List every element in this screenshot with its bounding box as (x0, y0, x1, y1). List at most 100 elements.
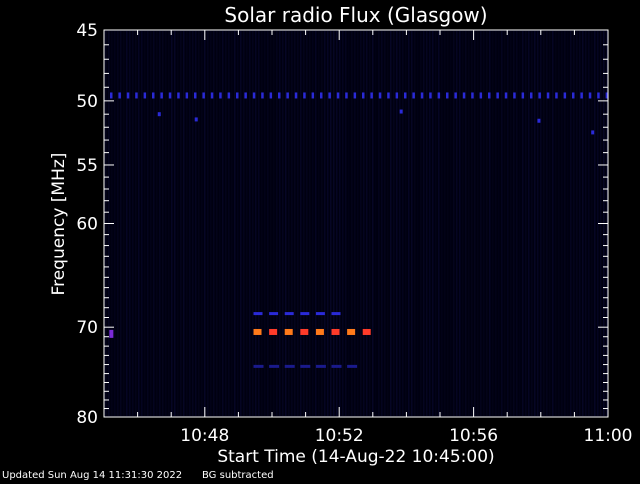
texture-streak (375, 31, 377, 416)
texture-streak (498, 31, 500, 416)
texture-streak (180, 31, 182, 416)
texture-streak (273, 31, 275, 416)
steady-line-dot (580, 92, 583, 99)
texture-streak (264, 31, 266, 416)
steady-line-dot (588, 92, 592, 99)
texture-streak (360, 31, 362, 416)
texture-streak (558, 31, 560, 416)
texture-streak (156, 31, 158, 416)
texture-streak (492, 31, 494, 416)
texture-streak (363, 31, 365, 416)
texture-streak (135, 31, 137, 416)
texture-streak (465, 31, 467, 416)
texture-streak (480, 31, 482, 416)
y-tick-label: 70 (76, 318, 98, 338)
y-tick-label: 50 (76, 92, 98, 112)
texture-streak (303, 31, 305, 416)
steady-line-dot (412, 92, 415, 99)
texture-streak (246, 31, 248, 416)
texture-streak (540, 31, 542, 416)
texture-streak (345, 31, 347, 416)
burst-segment (300, 312, 310, 316)
burst-speck (399, 109, 403, 114)
texture-streak (519, 31, 521, 416)
burst-segment (347, 364, 358, 368)
texture-streak (579, 31, 581, 416)
burst-segment (284, 364, 295, 368)
texture-streak (228, 31, 230, 416)
steady-line-dot (462, 92, 466, 99)
texture-streak (417, 31, 419, 416)
steady-line-dot (152, 92, 155, 99)
steady-line-dot (362, 92, 365, 99)
steady-line-dot (110, 92, 113, 99)
steady-line-dot (521, 92, 525, 99)
texture-streak (279, 31, 281, 416)
texture-streak (543, 31, 545, 416)
steady-line-dot (378, 92, 382, 99)
footer-bg-note: BG subtracted (202, 470, 274, 480)
texture-streak (399, 31, 401, 416)
texture-streak (384, 31, 386, 416)
burst-segment (284, 312, 294, 316)
texture-streak (339, 31, 341, 416)
texture-streak (333, 31, 335, 416)
burst-segment (300, 364, 311, 368)
texture-streak (441, 31, 443, 416)
y-tick-label: 55 (76, 156, 98, 176)
texture-streak (267, 31, 269, 416)
steady-line-dot (227, 92, 231, 99)
texture-streak (132, 31, 134, 416)
texture-streak (573, 31, 575, 416)
texture-streak (165, 31, 167, 416)
steady-line-dot (572, 92, 575, 99)
texture-streak (306, 31, 308, 416)
steady-line-dot (286, 92, 289, 99)
burst-segment (362, 328, 371, 335)
texture-streak (153, 31, 155, 416)
steady-line-dot (177, 92, 180, 99)
texture-streak (183, 31, 185, 416)
burst-segment (284, 328, 293, 335)
texture-streak (288, 31, 290, 416)
texture-streak (336, 31, 338, 416)
y-axis-label: Frequency [MHz] (49, 153, 69, 296)
texture-streak (249, 31, 251, 416)
burst-features (109, 92, 609, 368)
steady-line-dot (244, 92, 247, 99)
texture-streak (435, 31, 437, 416)
texture-streak (186, 31, 188, 416)
texture-streak (588, 31, 590, 416)
texture-streak (426, 31, 428, 416)
texture-streak (531, 31, 533, 416)
texture-streak (114, 31, 116, 416)
texture-streak (522, 31, 524, 416)
texture-streak (414, 31, 416, 416)
steady-line-dot (437, 92, 441, 99)
texture-streak (546, 31, 548, 416)
texture-streak (168, 31, 170, 416)
texture-streak (213, 31, 215, 416)
texture-streak (447, 31, 449, 416)
y-tick-label: 60 (76, 215, 98, 235)
steady-line-dot (605, 92, 609, 99)
texture-streak (585, 31, 587, 416)
texture-streak (555, 31, 557, 416)
texture-streak (147, 31, 149, 416)
steady-line-dot (202, 92, 205, 99)
texture-streak (177, 31, 179, 416)
texture-streak (324, 31, 326, 416)
texture-streak (240, 31, 242, 416)
texture-streak (120, 31, 122, 416)
texture-streak (591, 31, 593, 416)
burst-segment (347, 328, 356, 335)
burst-segment (253, 364, 264, 368)
burst-spot (109, 329, 114, 338)
texture-streak (285, 31, 287, 416)
steady-line-dot (160, 92, 163, 99)
steady-line-dot (168, 92, 172, 99)
burst-speck (157, 112, 161, 117)
texture-streak (276, 31, 278, 416)
steady-line-dot (143, 92, 147, 99)
